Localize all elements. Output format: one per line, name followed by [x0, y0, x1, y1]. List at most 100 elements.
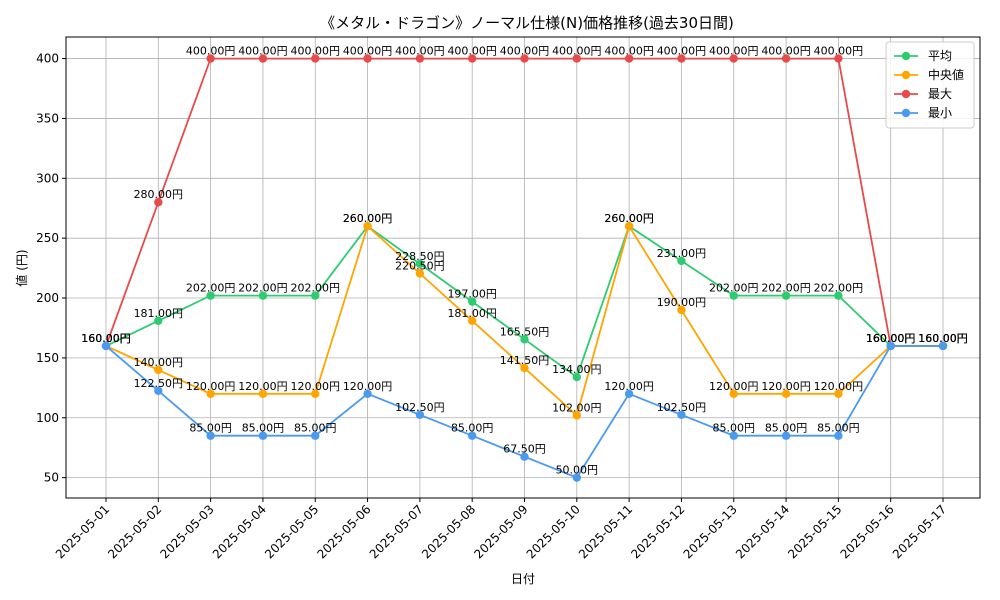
data-label: 202.00円	[186, 282, 236, 295]
data-label: 120.00円	[186, 380, 236, 393]
data-point	[311, 54, 320, 63]
data-label: 160.00円	[81, 332, 131, 345]
y-tick-label: 350	[36, 111, 59, 125]
data-label: 102.00円	[552, 401, 602, 414]
data-label: 220.50円	[395, 259, 445, 272]
data-label: 120.00円	[343, 380, 393, 393]
data-label: 140.00円	[134, 356, 184, 369]
data-point	[781, 389, 791, 399]
data-point	[520, 363, 529, 373]
data-point	[729, 431, 738, 440]
data-label: 85.00円	[294, 422, 337, 435]
data-point	[363, 221, 372, 231]
data-point	[520, 452, 529, 461]
data-label: 85.00円	[817, 422, 860, 435]
data-point	[572, 473, 582, 482]
data-label: 120.00円	[604, 380, 654, 393]
data-point	[677, 54, 686, 63]
data-label: 120.00円	[814, 380, 864, 393]
data-label: 120.00円	[291, 380, 341, 393]
data-point	[154, 198, 163, 207]
data-point	[572, 372, 582, 382]
data-point	[154, 316, 163, 325]
data-label: 160.00円	[918, 332, 968, 345]
data-point	[624, 54, 634, 63]
data-label: 85.00円	[451, 422, 494, 435]
data-label: 202.00円	[291, 282, 341, 295]
data-point	[311, 291, 320, 300]
y-tick-label: 100	[36, 411, 59, 425]
data-label: 260.00円	[343, 212, 393, 225]
data-point	[834, 54, 843, 63]
data-label: 160.00円	[81, 332, 131, 345]
data-label: 50.00円	[556, 464, 599, 477]
data-label: 400.00円	[500, 45, 550, 58]
data-point	[206, 54, 215, 63]
data-point	[520, 54, 529, 63]
legend-marker	[901, 70, 911, 80]
y-axis-ticks: 50 100 150 200 250 300 350 400	[36, 52, 66, 485]
data-point	[834, 291, 843, 300]
data-point	[467, 54, 477, 63]
data-label: 120.00円	[761, 380, 811, 393]
data-label: 400.00円	[709, 45, 759, 58]
data-label: 160.00円	[866, 332, 916, 345]
data-label: 160.00円	[918, 332, 968, 345]
data-label: 400.00円	[447, 45, 497, 58]
data-label: 141.50円	[500, 354, 550, 367]
data-label: 160.00円	[866, 332, 916, 345]
plot-frame	[65, 36, 981, 499]
data-label: 400.00円	[238, 45, 288, 58]
data-point	[624, 389, 634, 399]
data-point	[363, 389, 372, 399]
data-label: 102.50円	[657, 401, 707, 414]
data-point	[520, 335, 529, 344]
legend-label: 平均	[928, 49, 952, 63]
data-point	[415, 54, 425, 63]
data-point	[729, 54, 738, 63]
y-tick-label: 400	[36, 52, 59, 66]
y-tick-label: 200	[36, 291, 59, 305]
data-point	[154, 386, 163, 396]
legend-label: 最大	[928, 87, 952, 101]
data-label: 85.00円	[242, 422, 285, 435]
y-tick-label: 250	[36, 231, 59, 245]
data-label: 85.00円	[189, 422, 232, 435]
data-label: 134.00円	[552, 363, 602, 376]
data-point	[834, 389, 843, 399]
data-label: 400.00円	[657, 45, 707, 58]
data-label: 160.00円	[866, 332, 916, 345]
data-label: 160.00円	[81, 332, 131, 345]
data-label: 190.00円	[657, 296, 707, 309]
data-label: 400.00円	[291, 45, 341, 58]
data-label: 120.00円	[238, 380, 288, 393]
data-point	[101, 341, 111, 351]
data-label: 260.00円	[604, 212, 654, 225]
data-label: 160.00円	[866, 332, 916, 345]
data-point	[363, 54, 372, 63]
data-label: 400.00円	[552, 45, 602, 58]
data-label: 160.00円	[918, 332, 968, 345]
y-axis-label: 値 (円)	[14, 249, 29, 286]
data-point	[467, 297, 477, 306]
data-label: 202.00円	[761, 282, 811, 295]
data-label: 260.00円	[604, 212, 654, 225]
data-point	[729, 291, 738, 300]
data-point	[938, 341, 948, 351]
data-point	[834, 431, 843, 440]
data-point	[258, 431, 268, 440]
data-label: 85.00円	[713, 422, 756, 435]
data-label: 202.00円	[238, 282, 288, 295]
data-point	[311, 431, 320, 440]
data-point	[781, 54, 791, 63]
data-label: 400.00円	[343, 45, 393, 58]
chart-title: 《メタル・ドラゴン》ノーマル仕様(N)価格推移(過去30日間)	[320, 14, 734, 32]
data-label: 400.00円	[186, 45, 236, 58]
data-label: 228.50円	[395, 250, 445, 263]
data-label: 181.00円	[447, 307, 497, 320]
data-label: 400.00円	[395, 45, 445, 58]
data-label: 102.50円	[395, 401, 445, 414]
data-label: 202.00円	[709, 282, 759, 295]
